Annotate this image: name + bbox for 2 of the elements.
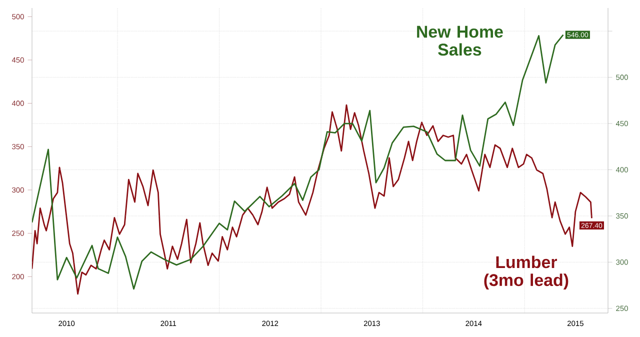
series-label: Lumber (3mo lead) [484, 256, 568, 290]
series-label: New Home Sales [417, 26, 503, 56]
